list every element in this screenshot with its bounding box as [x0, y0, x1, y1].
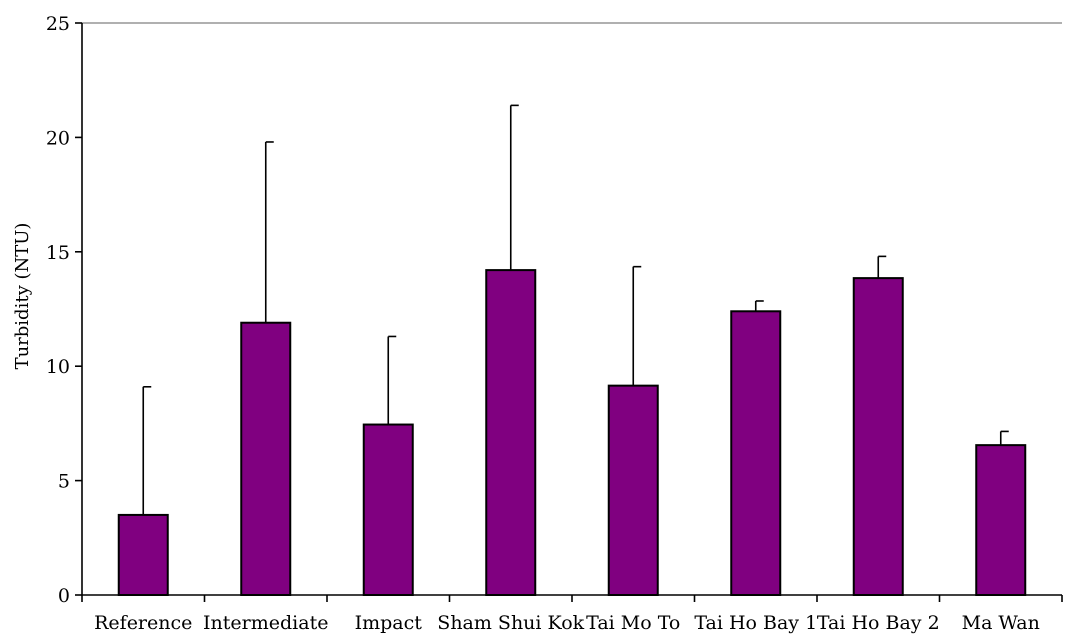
bar — [362, 423, 414, 596]
errorbars-layer — [142, 104, 1009, 515]
bar — [607, 384, 659, 597]
y-tick-label: 20 — [46, 127, 70, 149]
x-tick-label: Reference — [94, 612, 192, 634]
x-tick-label: Tai Ho Bay 2 — [817, 612, 940, 634]
bar — [975, 444, 1027, 596]
bar — [240, 321, 292, 596]
bar — [730, 310, 782, 596]
y-tick-label: 10 — [46, 356, 70, 378]
x-tick-label: Ma Wan — [962, 612, 1040, 634]
x-tick-label: Sham Shui Kok — [437, 612, 584, 634]
x-axis: Reference Intermediate Impact Sham Shui Kok… — [81, 595, 1063, 634]
bar — [485, 269, 537, 596]
bars-layer — [117, 269, 1027, 597]
x-tick-label: Intermediate — [203, 612, 328, 634]
x-tick-label: Tai Ho Bay 1 — [694, 612, 817, 634]
y-axis-title: Turbidity (NTU) — [12, 223, 33, 370]
x-tick-label: Tai Mo To — [586, 612, 680, 634]
y-tick-label: 15 — [46, 242, 70, 264]
y-tick-label: 25 — [46, 13, 70, 35]
y-axis: 0 5 10 15 20 25 — [46, 13, 82, 607]
y-tick-label: 0 — [58, 585, 70, 607]
x-tick-label: Impact — [355, 612, 423, 634]
y-tick-label: 5 — [58, 471, 70, 493]
bar — [852, 277, 904, 596]
plot-frame — [81, 22, 1062, 596]
bar — [117, 513, 169, 596]
